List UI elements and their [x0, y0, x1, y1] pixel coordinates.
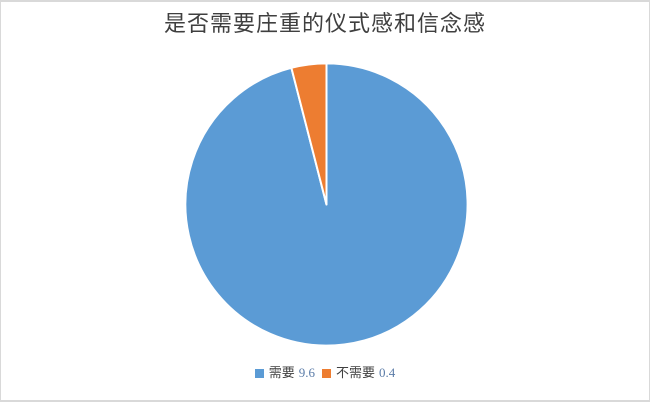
legend-item-need[interactable]: 需要 9.6 [254, 364, 315, 382]
legend-item-no-need[interactable]: 不需要 0.4 [322, 364, 395, 382]
chart-title: 是否需要庄重的仪式感和信念感 [163, 11, 486, 36]
pie-slice-no-need[interactable] [290, 62, 328, 206]
legend-value-no-need: 0.4 [379, 365, 396, 380]
legend-label-no-need: 不需要 [336, 365, 376, 380]
chart-legend: 需要 9.6 不需要 0.4 [1, 364, 649, 382]
legend-label-need: 需要 [268, 365, 295, 380]
legend-swatch-need [254, 368, 264, 378]
legend-swatch-no-need [322, 368, 331, 378]
legend-value-need: 9.6 [298, 365, 315, 380]
